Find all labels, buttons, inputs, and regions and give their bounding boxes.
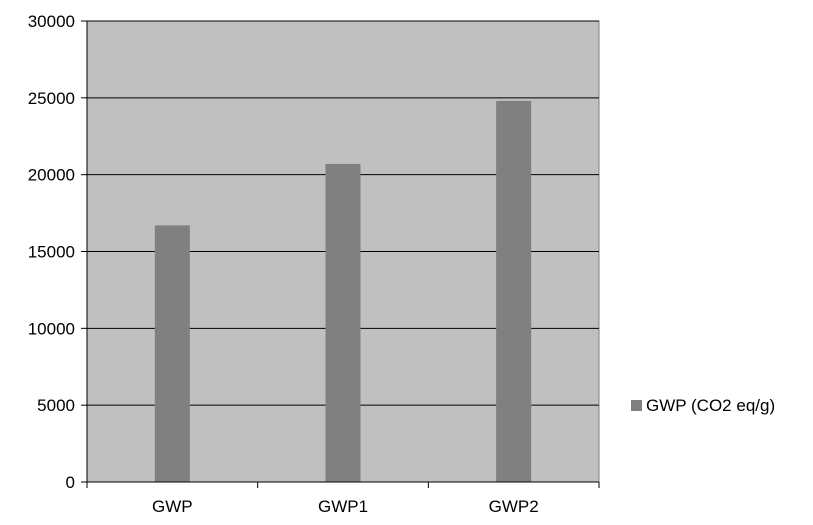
bars <box>154 100 532 483</box>
legend: GWP (CO2 eq/g) <box>631 396 775 415</box>
y-tick-label: 20000 <box>28 166 75 185</box>
y-tick-label: 0 <box>66 473 75 492</box>
x-tick-label: GWP1 <box>318 497 368 516</box>
x-tick-label: GWP <box>152 497 193 516</box>
legend-label: GWP (CO2 eq/g) <box>646 396 775 415</box>
x-tick-label: GWP2 <box>489 497 539 516</box>
tick-labels: 0 5000 10000 15000 20000 25000 30000 GWP GWP1 GWP… <box>28 12 539 516</box>
y-tick-label: 25000 <box>28 89 75 108</box>
y-tick-label: 30000 <box>28 12 75 31</box>
bar-gwp2 <box>496 100 532 482</box>
y-tick-label: 5000 <box>37 396 75 415</box>
axes <box>81 20 600 488</box>
y-tick-label: 15000 <box>28 243 75 262</box>
bar-gwp <box>154 225 190 483</box>
bar-gwp1 <box>325 163 361 482</box>
legend-swatch <box>631 400 642 411</box>
y-tick-label: 10000 <box>28 319 75 338</box>
